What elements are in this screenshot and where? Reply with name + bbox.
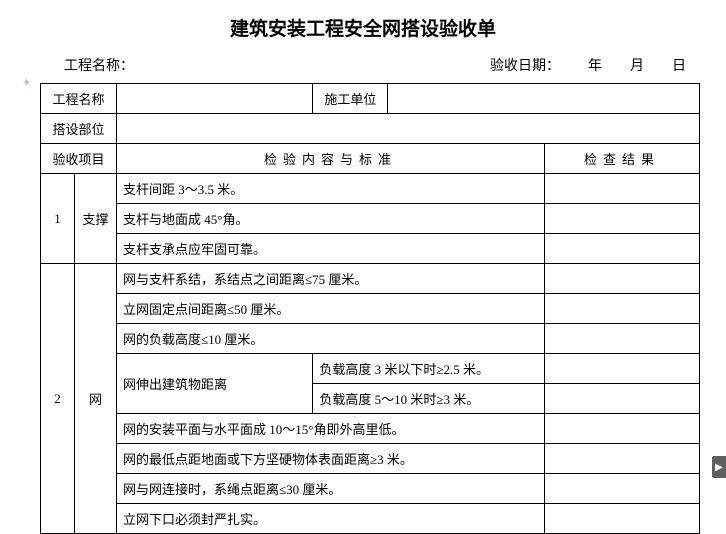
table-row: 网的安装平面与水平面成 10～15°角即外高里低。 [41, 414, 700, 444]
date-day: 日 [672, 55, 686, 75]
install-location-value [117, 114, 700, 144]
inspection-result-header: 检查结果 [545, 144, 700, 174]
content-cell: 网的安装平面与水平面成 10～15°角即外高里低。 [117, 414, 545, 444]
content-cell: 负载高度 5～10 米时≥3 米。 [313, 384, 545, 414]
section-category: 支撑 [75, 174, 117, 264]
table-row: 工程名称 施工单位 [41, 84, 700, 114]
section-index: 1 [41, 174, 75, 264]
right-arrow-handle[interactable]: ▶ [712, 456, 726, 478]
page-title: 建筑安装工程安全网搭设验收单 [0, 0, 726, 53]
table-row: 2 网 网与支杆系结，系结点之间距离≤75 厘米。 [41, 264, 700, 294]
inspection-item-label: 验收项目 [41, 144, 117, 174]
content-cell: 网的最低点距地面或下方坚硬物体表面距离≥3 米。 [117, 444, 545, 474]
section-category: 网 [75, 264, 117, 534]
result-cell [545, 384, 700, 414]
table-row: 验收项目 检验内容与标准 检查结果 [41, 144, 700, 174]
table-row: 支杆支承点应牢固可靠。 [41, 234, 700, 264]
result-cell [545, 174, 700, 204]
drag-marker: ✦ [22, 76, 31, 89]
content-cell: 支杆支承点应牢固可靠。 [117, 234, 545, 264]
construction-unit-label: 施工单位 [313, 84, 388, 114]
content-cell: 负载高度 3 米以下时≥2.5 米。 [313, 354, 545, 384]
result-cell [545, 204, 700, 234]
content-cell: 立网固定点间距离≤50 厘米。 [117, 294, 545, 324]
construction-unit-value [388, 84, 700, 114]
inspection-content-header: 检验内容与标准 [117, 144, 545, 174]
result-cell [545, 234, 700, 264]
content-cell: 支杆与地面成 45°角。 [117, 204, 545, 234]
content-cell: 立网下口必须封严扎实。 [117, 504, 545, 534]
content-cell: 支杆间距 3～3.5 米。 [117, 174, 545, 204]
section-index: 2 [41, 264, 75, 534]
table-row: 立网下口必须封严扎实。 [41, 504, 700, 534]
project-name-cell: 工程名称 [41, 84, 117, 114]
content-cell: 网与网连接时，系绳点距离≤30 厘米。 [117, 474, 545, 504]
content-cell: 网的负载高度≤10 厘米。 [117, 324, 545, 354]
table-row: 支杆与地面成 45°角。 [41, 204, 700, 234]
date-month: 月 [630, 55, 644, 75]
table-row: 立网固定点间距离≤50 厘米。 [41, 294, 700, 324]
sub-label: 网伸出建筑物距离 [117, 354, 313, 414]
inspection-table: 工程名称 施工单位 搭设部位 验收项目 检验内容与标准 检查结果 1 支撑 支杆… [40, 83, 700, 534]
table-row: 网的负载高度≤10 厘米。 [41, 324, 700, 354]
install-location-label: 搭设部位 [41, 114, 117, 144]
project-name-value [117, 84, 313, 114]
table-row: 网与网连接时，系绳点距离≤30 厘米。 [41, 474, 700, 504]
table-row: 搭设部位 [41, 114, 700, 144]
result-cell [545, 324, 700, 354]
result-cell [545, 504, 700, 534]
date-year: 年 [588, 55, 602, 75]
table-row: 1 支撑 支杆间距 3～3.5 米。 [41, 174, 700, 204]
content-cell: 网与支杆系结，系结点之间距离≤75 厘米。 [117, 264, 545, 294]
result-cell [545, 264, 700, 294]
result-cell [545, 444, 700, 474]
result-cell [545, 354, 700, 384]
table-row: 网伸出建筑物距离 负载高度 3 米以下时≥2.5 米。 [41, 354, 700, 384]
result-cell [545, 414, 700, 444]
result-cell [545, 294, 700, 324]
project-name-label: 工程名称： [64, 55, 490, 75]
header-row: 工程名称： 验收日期： 年 月 日 [0, 53, 726, 83]
table-row: 网的最低点距地面或下方坚硬物体表面距离≥3 米。 [41, 444, 700, 474]
result-cell [545, 474, 700, 504]
date-label: 验收日期： [490, 55, 560, 75]
